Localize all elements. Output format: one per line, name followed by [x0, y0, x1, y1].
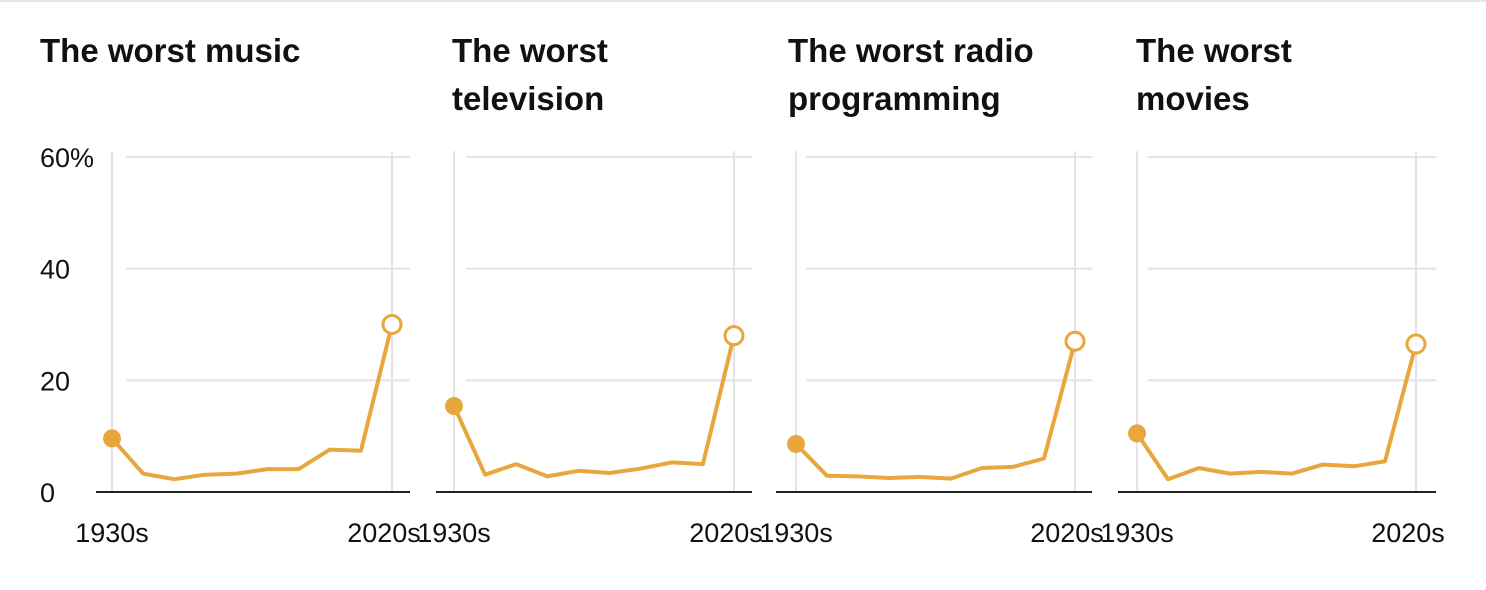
data-point-end — [1405, 333, 1427, 355]
x-tick-label: 2020s — [347, 518, 421, 548]
data-point-start — [787, 434, 805, 453]
chart-panel-2: The worst television 1930s 2020s — [417, 32, 763, 548]
data-point-end — [723, 325, 745, 347]
series-line — [452, 333, 736, 479]
x-tick-label: 1930s — [75, 518, 149, 548]
data-point-end — [381, 314, 403, 335]
x-tick-label: 1930s — [417, 518, 491, 548]
x-tick-label: 2020s — [1030, 518, 1104, 548]
chart-panel-4: The worst movies 1930s 2020s — [1100, 32, 1445, 548]
panel-title: The worst — [452, 32, 608, 69]
panel-title: television — [452, 80, 604, 117]
panel-title: The worst music — [40, 32, 300, 69]
panel-title: The worst — [1136, 32, 1292, 69]
y-tick-label: 40 — [40, 255, 70, 285]
chart-panel-3: The worst radio programming 1930s 2020s — [759, 32, 1104, 548]
data-point-start — [103, 429, 121, 448]
panel-title: programming — [788, 80, 1001, 117]
panel-title: The worst radio — [788, 32, 1034, 69]
top-rule — [0, 0, 1486, 2]
panel-title: movies — [1136, 80, 1250, 117]
data-point-start — [445, 397, 463, 416]
y-tick-label: 60% — [40, 143, 94, 173]
series-line — [110, 322, 394, 482]
y-tick-label: 0 — [40, 478, 55, 508]
series-line — [1135, 342, 1418, 482]
x-tick-label: 1930s — [759, 518, 833, 548]
data-point-end — [1064, 330, 1086, 352]
data-point-start — [1128, 424, 1146, 443]
x-tick-label: 1930s — [1100, 518, 1174, 548]
x-tick-label: 2020s — [1371, 518, 1445, 548]
chart-panel-1: The worst music 0 20 40 60% 1930s 2020s — [40, 32, 421, 548]
series-line — [794, 339, 1077, 481]
y-tick-label: 20 — [40, 366, 70, 396]
x-tick-label: 2020s — [689, 518, 763, 548]
